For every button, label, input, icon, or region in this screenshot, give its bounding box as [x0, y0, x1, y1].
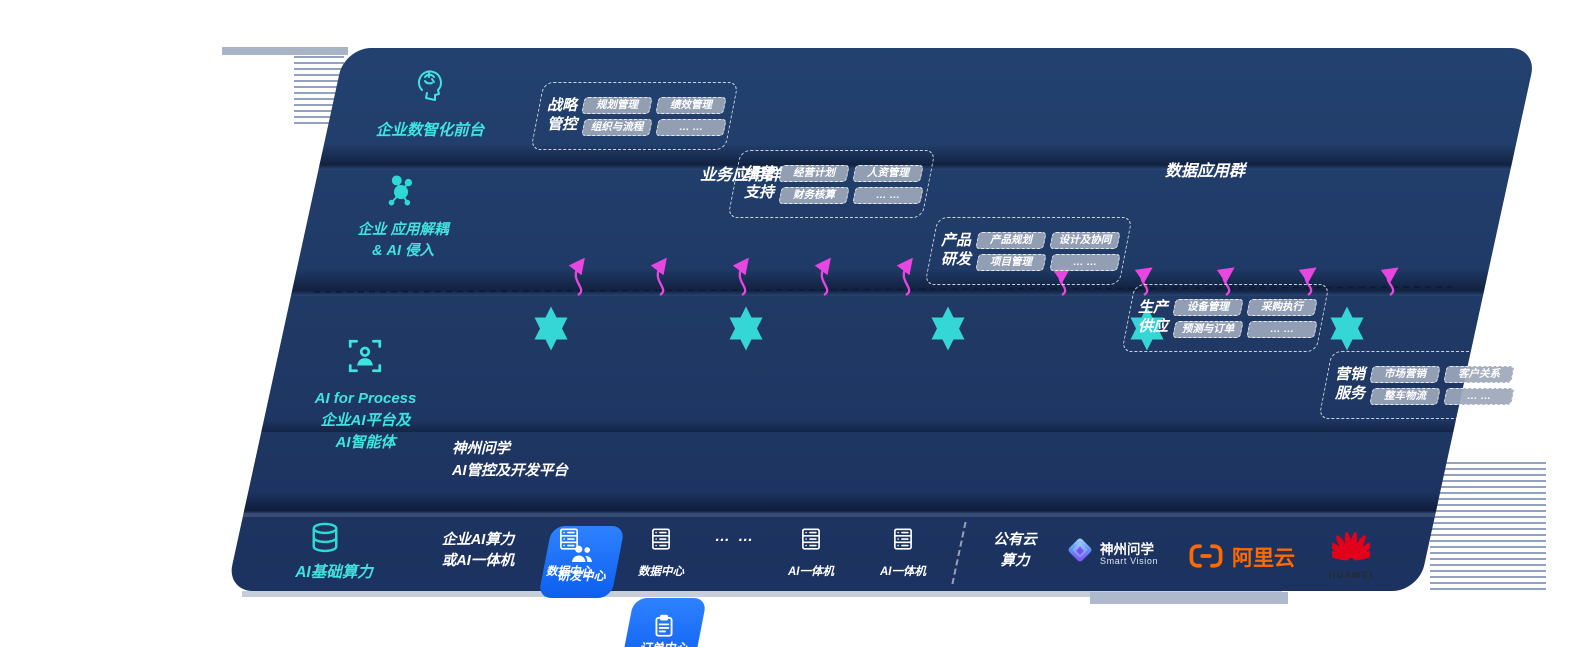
server-icon	[798, 524, 824, 554]
module-pill[interactable]: 设备管理	[1174, 299, 1242, 316]
molecule-icon	[382, 172, 420, 210]
server-icon	[648, 524, 674, 554]
app-box-rd-center[interactable]: 研发中心	[545, 526, 618, 598]
database-icon	[306, 520, 344, 556]
top-edge-bar-decoration	[222, 47, 348, 55]
app-label: 研发中心	[557, 568, 606, 583]
group-strategy-control: 战略 管控 规划管理 绩效管理 组织与流程 … …	[537, 82, 732, 150]
group-product-rd: 产品 研发 产品规划 设计及协同 项目管理 … …	[931, 217, 1126, 285]
data-apps-title: 数据应用群	[1164, 163, 1245, 180]
node-label: 数据中心	[546, 566, 592, 578]
module-pill[interactable]: 设计及协同	[1051, 232, 1119, 249]
scan-person-icon	[346, 337, 384, 375]
business-apps-title: 业务应用群	[699, 167, 780, 184]
app-label: 订单中心	[639, 641, 687, 647]
compute-label: 企业AI算力 或AI一体机	[441, 532, 515, 570]
group-title: 营销 服务	[1335, 366, 1366, 402]
module-pill[interactable]: … …	[657, 119, 725, 136]
module-pill[interactable]: 市场营销	[1371, 366, 1439, 383]
smart-vision-name: 神州问学	[1100, 542, 1154, 557]
alibaba-cloud-logo-icon	[1186, 543, 1226, 569]
module-pill[interactable]: 绩效管理	[657, 97, 725, 114]
group-marketing-service: 营销 服务 市场营销 客户关系 整车物流 … …	[1325, 351, 1520, 419]
platform-label: 神州问学 AI管控及开发平台	[452, 441, 568, 480]
app-box-order-center[interactable]: 订单中心	[627, 598, 700, 647]
module-pill[interactable]: … …	[1248, 321, 1316, 338]
ellipsis-nodes: … …	[714, 528, 756, 545]
infra-label: AI基础算力	[295, 564, 373, 581]
module-pill[interactable]: … …	[1051, 254, 1119, 271]
module-pill[interactable]: … …	[1445, 388, 1513, 405]
ai-platform-label: AI for Process 企业AI平台及 AI智能体	[314, 390, 417, 451]
module-pill[interactable]: 经营计划	[780, 165, 848, 182]
front-office-label: 企业数智化前台	[375, 122, 485, 139]
module-pill[interactable]: 项目管理	[977, 254, 1045, 271]
brain-head-icon	[412, 64, 448, 104]
group-title: 生产 供应	[1138, 299, 1169, 335]
smart-vision-logo-icon	[1064, 534, 1096, 566]
server-icon	[890, 524, 916, 554]
node-label: AI一体机	[788, 566, 834, 578]
module-pill[interactable]: 预测与订单	[1174, 321, 1242, 338]
module-pill[interactable]: 组织与流程	[583, 119, 651, 136]
server-icon	[556, 524, 582, 554]
group-title: 产品 研发	[941, 232, 972, 268]
module-pill[interactable]: 整车物流	[1371, 388, 1439, 405]
module-pill[interactable]: 财务核算	[780, 187, 848, 204]
module-pill[interactable]: 采购执行	[1248, 299, 1316, 316]
module-pill[interactable]: 规划管理	[583, 97, 651, 114]
public-cloud-label: 公有云 算力	[993, 532, 1037, 570]
node-label: AI一体机	[880, 566, 926, 578]
node-label: 数据中心	[638, 566, 684, 578]
module-pill[interactable]: 客户关系	[1445, 366, 1513, 383]
right-stripes-decoration	[1430, 462, 1546, 592]
group-production-supply: 生产 供应 设备管理 采购执行 预测与订单 … …	[1128, 284, 1323, 352]
bottom-right-bar-decoration	[1090, 592, 1288, 604]
dashed-divider	[951, 522, 967, 584]
module-pill[interactable]: 产品规划	[977, 232, 1045, 249]
group-title: 战略 管控	[547, 97, 578, 133]
smart-vision-sub: Smart Vision	[1100, 556, 1159, 566]
decoupling-label: 企业 应用解耦 & AI 侵入	[357, 222, 449, 260]
huawei-logo-icon	[1332, 528, 1370, 566]
clipboard-icon	[651, 613, 677, 639]
huawei-name: HUAWEI	[1328, 570, 1374, 581]
module-pill[interactable]: 人资管理	[854, 165, 922, 182]
module-pill[interactable]: … …	[854, 187, 922, 204]
alibaba-cloud-name: 阿里云	[1232, 547, 1295, 570]
bottom-edge-bar-decoration	[242, 591, 1282, 597]
